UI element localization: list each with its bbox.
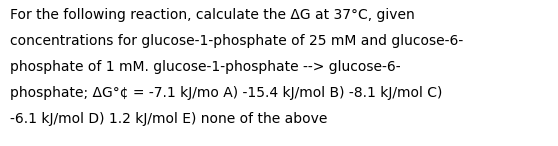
Text: phosphate; ΔG°¢ = -7.1 kJ/mo A) -15.4 kJ/mol B) -8.1 kJ/mol C): phosphate; ΔG°¢ = -7.1 kJ/mo A) -15.4 kJ…	[10, 86, 442, 100]
Text: For the following reaction, calculate the ΔG at 37°C, given: For the following reaction, calculate th…	[10, 8, 415, 22]
Text: phosphate of 1 mM. glucose-1-phosphate --> glucose-6-: phosphate of 1 mM. glucose-1-phosphate -…	[10, 60, 401, 74]
Text: -6.1 kJ/mol D) 1.2 kJ/mol E) none of the above: -6.1 kJ/mol D) 1.2 kJ/mol E) none of the…	[10, 112, 328, 126]
Text: concentrations for glucose-1-phosphate of 25 mM and glucose-6-: concentrations for glucose-1-phosphate o…	[10, 34, 463, 48]
